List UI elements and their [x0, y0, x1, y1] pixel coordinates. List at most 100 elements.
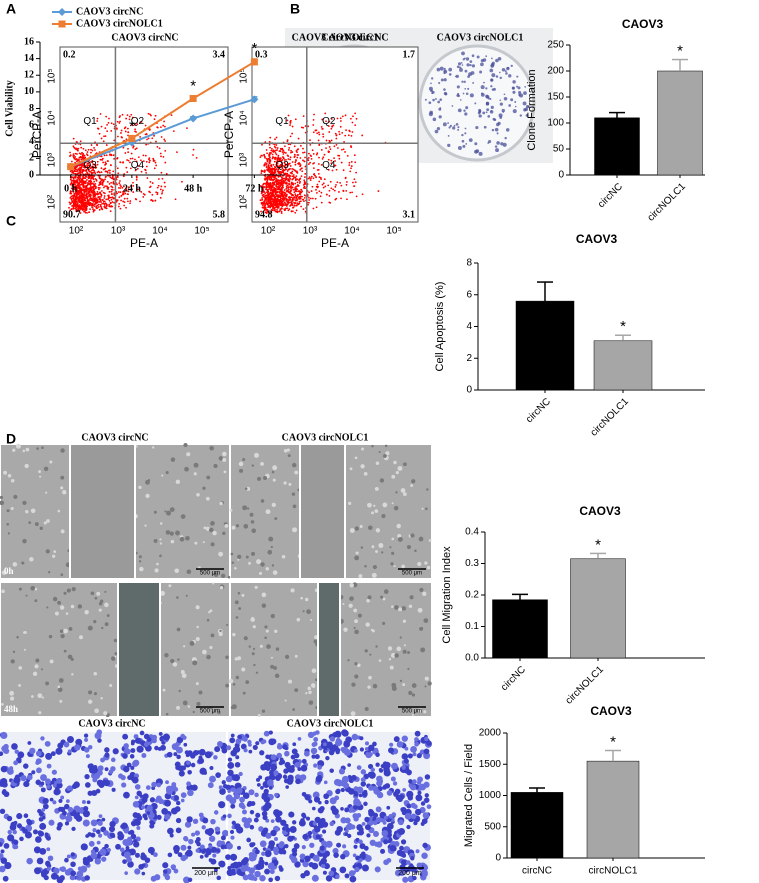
event: [102, 179, 105, 182]
event: [271, 147, 273, 150]
event: [72, 137, 75, 140]
event: [122, 200, 125, 203]
event: [318, 133, 321, 136]
event: [289, 198, 292, 201]
cell: [335, 874, 340, 880]
event: [94, 197, 97, 200]
cell: [305, 816, 311, 821]
cell: [261, 709, 266, 713]
cell: [360, 777, 366, 783]
event: [97, 203, 100, 206]
cell: [241, 593, 245, 597]
event: [322, 156, 325, 159]
cell: [370, 767, 376, 773]
cell: [134, 737, 142, 744]
cell: [411, 693, 416, 697]
event: [79, 184, 82, 186]
cell: [369, 816, 373, 821]
cell: [10, 659, 15, 664]
event: [291, 197, 294, 200]
cell: [390, 776, 396, 782]
cell: [304, 855, 311, 863]
cell: [422, 591, 427, 596]
cell: [104, 843, 109, 849]
cell: [164, 813, 171, 820]
flow-y-label: PerCP-A: [30, 111, 44, 158]
cell: [13, 494, 18, 499]
cell: [426, 488, 429, 491]
cell: [180, 733, 186, 739]
cell: [359, 747, 365, 752]
event: [149, 159, 151, 162]
event: [155, 191, 158, 194]
event: [80, 200, 83, 202]
colony: [491, 73, 496, 78]
event: [332, 188, 335, 191]
scale-label: 500 μm: [402, 709, 422, 715]
cell: [345, 736, 353, 744]
cell: [206, 654, 211, 660]
event: [89, 170, 91, 173]
event: [104, 135, 107, 138]
event: [129, 161, 131, 164]
colony: [448, 126, 451, 129]
colony: [466, 63, 470, 67]
cell: [423, 752, 431, 760]
cell: [134, 784, 141, 790]
event: [78, 170, 81, 172]
colony: [465, 143, 468, 145]
cell: [34, 599, 38, 603]
event: [156, 186, 159, 189]
event: [272, 172, 275, 175]
cell: [358, 793, 363, 798]
cell: [180, 798, 185, 803]
flow-x-tick: 10⁴: [152, 226, 167, 237]
cell: [424, 685, 427, 688]
cell: [406, 824, 411, 830]
cell: [199, 854, 204, 859]
event: [70, 208, 73, 210]
event: [74, 156, 77, 158]
cell: [164, 510, 167, 513]
quadrant-value: 90.7: [63, 209, 81, 220]
event: [273, 156, 276, 159]
event: [269, 203, 272, 206]
event: [69, 203, 72, 205]
event: [288, 174, 291, 177]
cell: [425, 507, 428, 511]
event: [341, 148, 343, 151]
cell: [121, 782, 127, 788]
colony: [504, 136, 507, 140]
cell: [127, 861, 134, 868]
event: [330, 162, 333, 165]
event: [290, 210, 293, 213]
event: [172, 130, 175, 133]
cell: [400, 839, 407, 845]
event: [127, 159, 130, 162]
event: [341, 115, 344, 118]
cell: [424, 797, 430, 803]
colony: [456, 94, 460, 97]
cell: [418, 708, 423, 713]
colony: [438, 81, 441, 85]
event: [163, 125, 166, 128]
event: [76, 193, 79, 196]
cell: [43, 875, 49, 881]
event: [74, 196, 77, 199]
event: [127, 131, 130, 134]
event: [126, 171, 129, 173]
event: [99, 158, 102, 161]
event: [124, 192, 127, 195]
cell: [66, 735, 74, 743]
colony: [495, 75, 499, 78]
cell: [70, 870, 77, 877]
event: [80, 146, 83, 149]
colony: [456, 65, 460, 69]
colony: [494, 127, 499, 132]
event: [330, 187, 333, 190]
cell: [360, 546, 364, 549]
cell: [187, 789, 194, 797]
cell: [49, 460, 53, 464]
event: [266, 182, 268, 185]
cell: [193, 462, 199, 468]
